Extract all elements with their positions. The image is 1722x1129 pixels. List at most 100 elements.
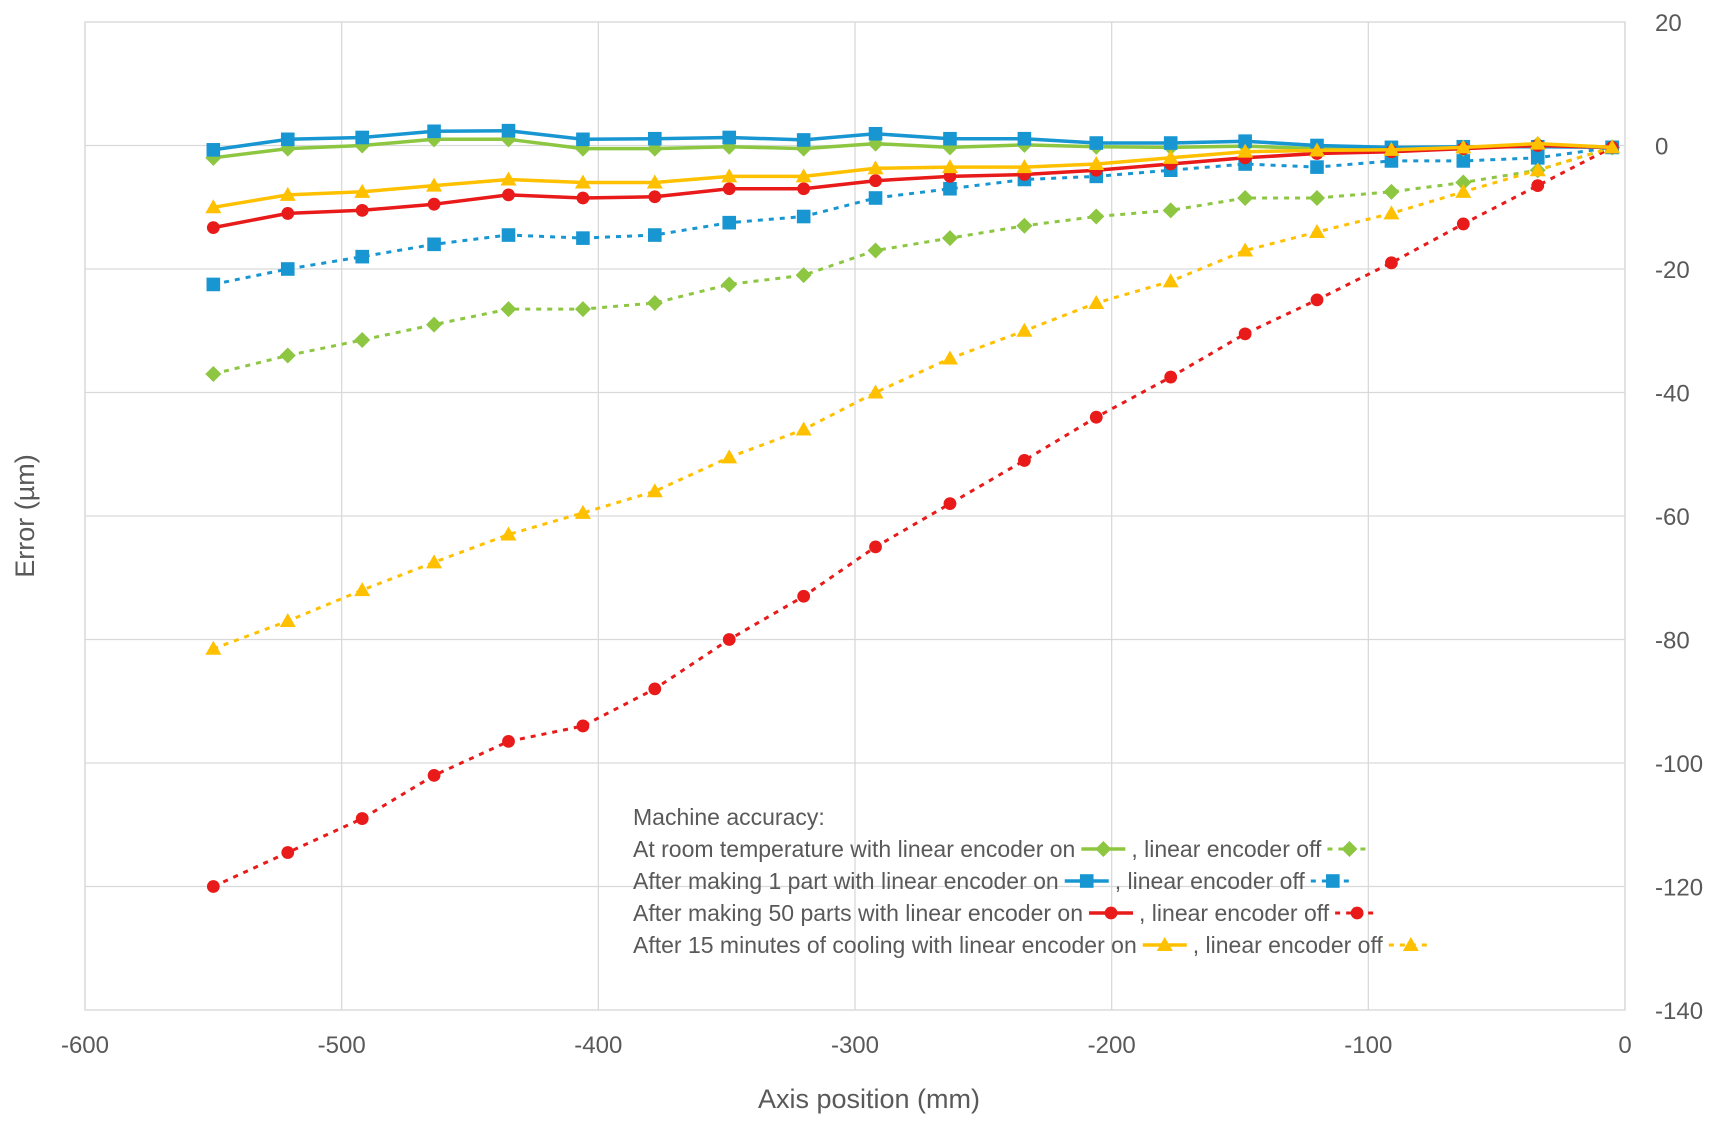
- data-point: [355, 812, 369, 825]
- legend-swatch-off: [1310, 874, 1355, 888]
- data-point: [280, 132, 295, 147]
- y-tick-label: -140: [1655, 998, 1703, 1025]
- data-point: [646, 294, 663, 311]
- data-point: [1385, 256, 1398, 270]
- data-point: [1456, 154, 1471, 168]
- data-point: [1383, 141, 1400, 156]
- data-point: [1017, 131, 1032, 146]
- data-point: [426, 554, 443, 569]
- legend-label-off: , linear encoder off: [1193, 932, 1384, 958]
- data-point: [868, 191, 883, 205]
- data-point: [1163, 136, 1178, 150]
- data-point: [279, 612, 296, 627]
- data-point: [943, 169, 957, 183]
- data-point: [943, 181, 957, 196]
- y-tick-label: 0: [1655, 134, 1668, 161]
- y-tick-label: -20: [1655, 257, 1690, 284]
- x-tick-label: 0: [1618, 1032, 1631, 1059]
- legend-label-off: , linear encoder off: [1115, 868, 1306, 894]
- data-point: [797, 589, 811, 603]
- data-point: [354, 332, 371, 349]
- data-point: [721, 168, 738, 183]
- legend-swatch-on: [1089, 906, 1134, 920]
- data-point: [721, 449, 738, 464]
- series-1: [205, 139, 1621, 382]
- y-tick-label: -60: [1655, 504, 1690, 531]
- data-point: [648, 228, 662, 242]
- legend-title: Machine accuracy:: [633, 804, 825, 830]
- data-point: [1088, 294, 1105, 309]
- data-point: [501, 228, 516, 242]
- data-point: [427, 768, 441, 782]
- x-tick-label: -100: [1344, 1032, 1392, 1059]
- data-point: [500, 171, 517, 186]
- y-tick-label: -40: [1655, 381, 1690, 408]
- data-point: [1088, 156, 1105, 171]
- data-point: [205, 640, 222, 655]
- data-point: [576, 719, 590, 733]
- data-point: [648, 682, 662, 696]
- data-point: [1309, 189, 1325, 206]
- data-point: [1162, 273, 1179, 288]
- data-point: [648, 190, 662, 204]
- data-point: [1018, 454, 1031, 467]
- data-point: [795, 168, 812, 183]
- series-line: [212, 146, 1613, 888]
- data-point: [869, 174, 882, 188]
- data-point: [941, 230, 958, 247]
- data-point: [1309, 142, 1325, 157]
- data-point: [722, 130, 737, 145]
- data-point: [500, 526, 517, 541]
- data-point: [1016, 159, 1033, 174]
- data-point: [1237, 189, 1254, 206]
- x-tick-label: -500: [318, 1032, 366, 1059]
- data-point: [206, 880, 220, 893]
- data-point: [721, 276, 738, 293]
- data-point: [646, 483, 663, 498]
- x-tick-label: -400: [574, 1032, 622, 1059]
- data-point: [280, 262, 295, 276]
- data-point: [205, 199, 222, 214]
- data-point: [502, 188, 515, 202]
- data-point: [1604, 139, 1621, 154]
- data-point: [206, 143, 221, 157]
- data-point: [427, 197, 441, 211]
- legend-swatch-marker: [1156, 937, 1173, 951]
- series-line: [213, 141, 1613, 210]
- data-point: [1383, 183, 1400, 200]
- data-point: [941, 159, 958, 174]
- legend-swatch-marker: [1104, 906, 1118, 920]
- data-point: [1310, 160, 1324, 174]
- data-point: [426, 316, 443, 333]
- data-point: [795, 421, 812, 436]
- data-point: [1529, 162, 1546, 177]
- data-point: [1309, 223, 1325, 238]
- y-axis-label: Error (µm): [10, 454, 40, 578]
- data-point: [722, 633, 736, 646]
- legend-swatch-marker: [1341, 841, 1358, 857]
- data-point: [1384, 154, 1399, 168]
- data-point: [355, 130, 369, 145]
- data-point: [1456, 217, 1470, 231]
- data-point: [1089, 410, 1103, 424]
- x-tick-label: -200: [1088, 1032, 1136, 1059]
- legend-label-off: , linear encoder off: [1131, 836, 1322, 862]
- x-tick-label: -300: [831, 1032, 879, 1059]
- data-point: [941, 350, 958, 365]
- data-point: [206, 221, 220, 235]
- y-tick-label: -100: [1655, 751, 1703, 778]
- series-line: [213, 128, 1613, 152]
- data-point: [943, 497, 957, 511]
- series-5: [206, 140, 1619, 893]
- data-point: [1531, 179, 1545, 193]
- y-tick-label: -120: [1655, 875, 1703, 902]
- data-point: [1088, 208, 1105, 225]
- data-point: [797, 182, 811, 196]
- series-line: [212, 145, 1613, 286]
- legend-label-on: After making 1 part with linear encoder …: [633, 868, 1059, 894]
- legend-swatch-marker: [1326, 874, 1340, 888]
- data-point: [867, 242, 884, 259]
- data-point: [1455, 139, 1472, 154]
- legend-swatch-off: [1388, 937, 1433, 951]
- data-point: [796, 209, 811, 224]
